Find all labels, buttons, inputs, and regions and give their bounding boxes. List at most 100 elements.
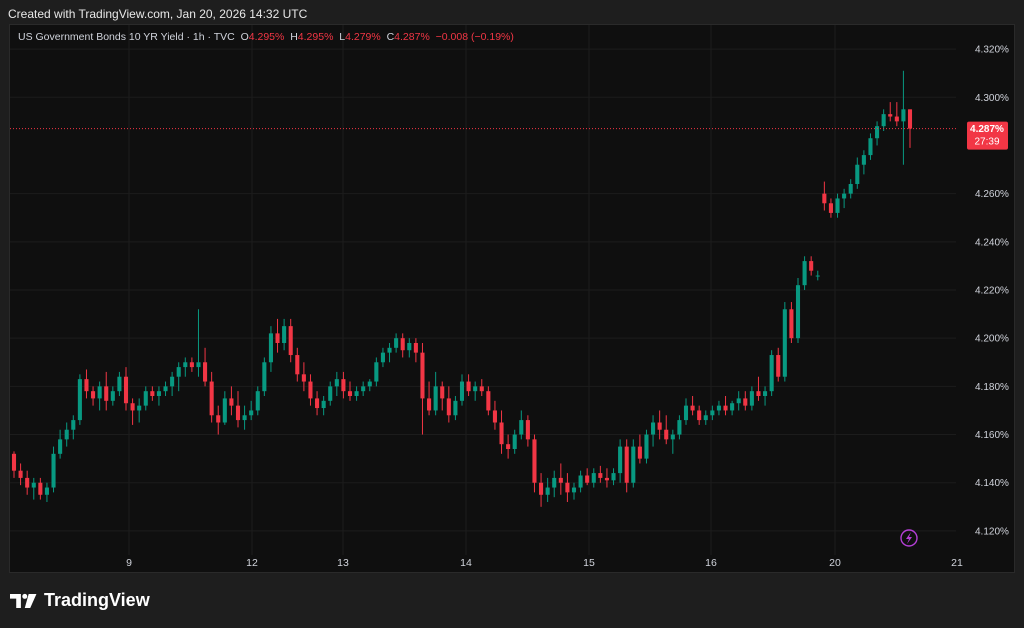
candle-body [479,386,484,392]
candle-body [216,415,221,423]
candle [756,376,761,401]
candle-body [427,398,432,411]
candle [176,362,181,392]
candle-body [749,391,754,406]
candle-body [11,453,17,471]
candle [473,381,478,401]
candle [539,473,544,507]
candle-body [861,155,866,165]
candle-body [203,362,208,382]
candle [104,371,109,411]
legend-close-value: 4.287% [394,31,430,43]
candle-body [683,405,689,421]
legend-close-label: C [386,31,395,43]
candle-body [763,391,768,396]
candle-body [163,386,168,392]
candle-body [308,381,313,399]
candle-body [782,309,787,377]
candle [855,157,860,189]
candle [710,405,715,421]
candle [749,386,754,411]
candle-body [842,193,847,199]
candle-body [130,403,135,411]
candle-body [25,477,30,488]
candle-body [413,343,418,353]
y-tick-label: 4.300% [975,93,1009,104]
candle-body [486,391,491,411]
candle [268,326,273,372]
candle [848,179,853,199]
candle-body [611,473,616,481]
x-tick-label: 9 [126,557,132,569]
candle [262,357,267,396]
candle [598,465,603,483]
candle-body [723,405,728,411]
lightning-icon[interactable] [900,529,918,547]
y-tick-label: 4.120% [975,526,1009,537]
candle [506,434,511,459]
candle-body [394,338,399,348]
candle-body [789,309,794,339]
x-tick-label: 14 [460,557,472,569]
candle [532,434,537,493]
candle-body [170,376,175,387]
last-price-countdown: 27:39 [974,137,999,148]
candle [25,470,30,495]
legend: US Government Bonds 10 YR Yield · 1h · T… [18,31,514,43]
candle-body [367,381,372,387]
candle-body [123,376,129,404]
candlestick-chart[interactable]: 4.320% 4.300% 4.260% 4.240% 4.220% 4.200% 4.18… [10,25,1014,572]
candle-body [249,410,254,416]
candle [374,357,379,387]
candle [328,381,333,406]
candle-body [670,434,675,440]
candle-body [585,475,590,483]
candle [677,415,682,440]
candle-body [769,355,774,392]
last-price-tag[interactable] [967,121,1008,150]
candle [736,391,741,411]
candle-body [624,446,629,483]
candle-body [716,405,721,411]
candle [64,422,69,447]
candle-body [354,391,359,396]
y-tick-label: 4.320% [975,45,1009,56]
candle [229,386,234,416]
candle-body [637,446,642,459]
candle [631,439,636,488]
candle [703,410,708,425]
candle-body [189,362,194,368]
candle-body [328,386,333,401]
candle-body [361,386,366,392]
candle [189,357,194,372]
candle-body [855,164,860,184]
candle-body [492,410,497,423]
legend-high-label: H [290,31,298,43]
candle [91,386,96,406]
candle [683,398,689,425]
candle [380,347,385,368]
candle [492,400,497,430]
candle-body [209,381,214,416]
candle [183,357,188,377]
legend-symbol[interactable]: US Government Bonds 10 YR Yield · 1h · T… [18,31,235,43]
candle [446,386,451,423]
candle [413,338,418,363]
candle-body [97,386,102,399]
candle [828,198,833,218]
candle [117,371,122,396]
chart-pane[interactable]: 4.320% 4.300% 4.260% 4.240% 4.220% 4.200% 4.18… [9,24,1015,573]
tradingview-brand[interactable]: TradingView [10,590,150,611]
candle [809,256,814,276]
candle [868,133,873,160]
candle-body [288,326,293,356]
candle [835,193,840,218]
candle [84,369,89,399]
candle-body [282,326,287,343]
candle-body [341,379,346,392]
candle-body [815,275,820,277]
candle-body [703,415,708,421]
x-tick-label: 16 [705,557,717,569]
candle [552,470,557,498]
candle [789,302,794,343]
